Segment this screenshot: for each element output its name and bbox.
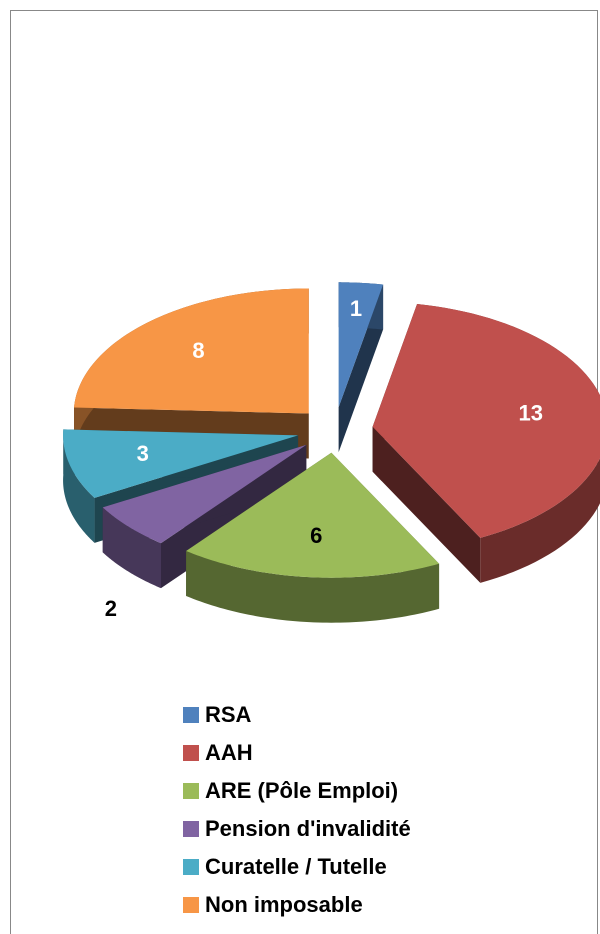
legend-swatch — [183, 897, 199, 913]
legend-swatch — [183, 745, 199, 761]
outer-wall — [102, 507, 162, 589]
legend-label: AAH — [205, 740, 253, 765]
legend-label: Pension d'invalidité — [205, 816, 411, 841]
slice — [63, 429, 299, 498]
data-label: 8 — [192, 338, 204, 363]
slice — [338, 282, 384, 408]
legend-label: Non imposable — [205, 892, 363, 917]
slice — [186, 452, 440, 578]
data-label: 3 — [137, 441, 149, 466]
legend-label: Curatelle / Tutelle — [205, 854, 387, 879]
radial-wall — [372, 426, 481, 583]
outer-wall — [186, 550, 440, 623]
legend-swatch — [183, 783, 199, 799]
slice — [102, 444, 307, 544]
slice — [372, 304, 600, 538]
slice-tops — [63, 282, 600, 578]
legend-swatch — [183, 821, 199, 837]
outer-wall — [63, 429, 95, 543]
slice — [74, 288, 309, 414]
legend-label: RSA — [205, 702, 252, 727]
legend-swatch — [183, 859, 199, 875]
data-label: 13 — [519, 400, 543, 425]
legend-swatch — [183, 707, 199, 723]
data-label: 6 — [310, 523, 322, 548]
legend-label: ARE (Pôle Emploi) — [205, 778, 398, 803]
data-label: 2 — [105, 596, 117, 621]
data-label: 1 — [350, 296, 362, 321]
